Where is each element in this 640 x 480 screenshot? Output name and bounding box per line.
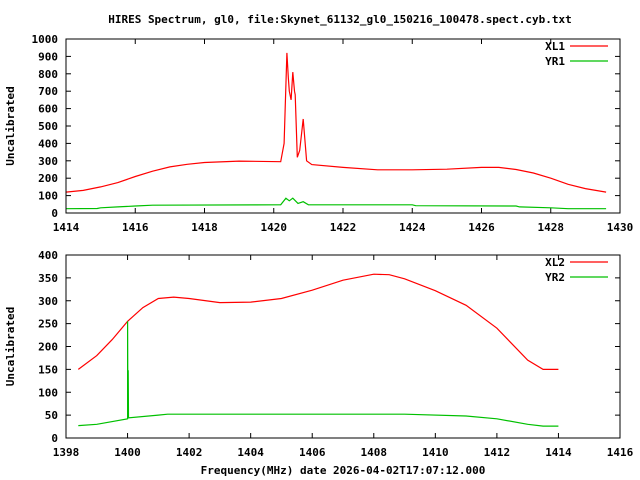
legend-label: YR2 [545,271,565,284]
x-tick-label: 1406 [299,446,326,459]
x-tick-label: 1408 [361,446,388,459]
y-tick-label: 100 [38,386,58,399]
x-tick-label: 1414 [53,221,80,234]
x-tick-label: 1430 [607,221,634,234]
x-tick-label: 1400 [114,446,141,459]
y-tick-label: 100 [38,190,58,203]
legend-label: YR1 [545,55,565,68]
legend-label: XL2 [545,256,565,269]
y-tick-label: 600 [38,103,58,116]
x-tick-label: 1410 [422,446,449,459]
series-line-xl1 [65,52,607,193]
x-tick-label: 1404 [237,446,264,459]
plot-frame [65,254,621,439]
x-tick-label: 1416 [122,221,149,234]
y-tick-label: 50 [45,409,58,422]
x-tick-label: 1416 [607,446,634,459]
x-tick-label: 1424 [399,221,426,234]
y-tick-label: 500 [38,120,58,133]
y-axis-label: Uncalibrated [4,307,17,386]
x-tick-label: 1420 [261,221,288,234]
y-tick-label: 300 [38,155,58,168]
y-tick-label: 200 [38,341,58,354]
y-tick-label: 350 [38,272,58,285]
plot-bottom: 0 50 100 150 200 250 300 350 400 1398 1400 1402 1404… [4,249,634,477]
series-line-yr1 [65,197,607,210]
y-tick-label: 250 [38,318,58,331]
series-line-xl2 [77,273,559,370]
x-tick-label: 1422 [330,221,357,234]
x-tick-label: 1402 [176,446,203,459]
y-tick-label: 200 [38,172,58,185]
chart-title: HIRES Spectrum, gl0, file:Skynet_61132_g… [108,13,572,26]
y-tick-label: 400 [38,249,58,262]
y-tick-label: 700 [38,85,58,98]
y-axis-label: Uncalibrated [4,86,17,165]
series-line-yr2 [78,321,559,427]
x-tick-label: 1398 [53,446,80,459]
legend-label: XL1 [545,40,565,53]
y-tick-label: 0 [51,432,58,445]
y-tick-label: 0 [51,207,58,220]
plot-frame [65,38,621,214]
x-axis-label: Frequency(MHz) date 2026-04-02T17:07:12.… [201,464,486,477]
x-tick-label: 1426 [468,221,495,234]
y-tick-label: 300 [38,295,58,308]
y-tick-label: 400 [38,137,58,150]
y-tick-label: 1000 [32,33,59,46]
plot-top: 0 100 200 300 400 500 600 700 800 900 1000 1414 1416… [4,33,633,234]
x-tick-label: 1428 [538,221,565,234]
y-tick-label: 150 [38,363,58,376]
x-tick-label: 1418 [191,221,218,234]
x-tick-label: 1414 [545,446,572,459]
y-tick-label: 800 [38,68,58,81]
x-tick-label: 1412 [484,446,511,459]
y-tick-label: 900 [38,50,58,63]
